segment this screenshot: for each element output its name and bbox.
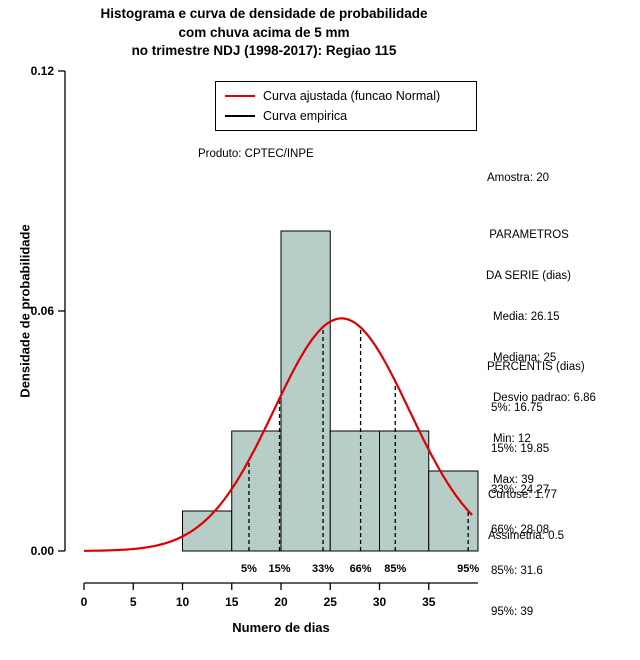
params-header-line2: DA SERIE (dias) xyxy=(486,269,571,282)
percentile-label: 66% xyxy=(350,563,372,575)
legend-label-fitted: Curva ajustada (funcao Normal) xyxy=(263,89,441,103)
histogram-bar xyxy=(231,430,282,552)
curtose-text: Curtose: 1.77 xyxy=(488,489,558,502)
chart-title-line1: Histograma e curva de densidade de proba… xyxy=(100,6,428,21)
legend-row-empirical: Curva empirica xyxy=(216,106,476,126)
param-min: Min: 12 xyxy=(493,433,531,446)
y-tick-label: 0.00 xyxy=(31,544,55,558)
params-header-line1: PARAMETROS xyxy=(486,229,569,242)
chart-title-line2: com chuva acima de 5 mm xyxy=(178,24,350,40)
density-curve xyxy=(84,317,473,552)
y-axis-label: Densidade de probabilidade xyxy=(17,224,33,398)
legend-row-fitted: Curva ajustada (funcao Normal) xyxy=(216,86,476,106)
param-mediana: Mediana: 25 xyxy=(493,351,557,364)
percentile-label: 5% xyxy=(241,563,257,575)
empirical-curve-line-icon xyxy=(225,115,255,117)
param-max: Max: 39 xyxy=(493,473,534,486)
x-tick-label: 5 xyxy=(130,595,137,609)
percentile-label: 15% xyxy=(269,563,291,575)
param-desvio-padrao: Desvio padrao: 6.86 xyxy=(493,392,596,405)
percentil-66: 66%: 28.08 xyxy=(491,524,550,537)
histogram-bar xyxy=(329,430,380,552)
chart-title: Histograma e curva de densidade de proba… xyxy=(0,5,528,61)
percentile-label: 95% xyxy=(457,563,479,575)
x-axis-label: Numero de dias xyxy=(232,620,330,635)
chart-title-line3: no trimestre NDJ (1998-2017): Regiao 115 xyxy=(131,43,397,58)
x-tick-label: 25 xyxy=(324,595,338,609)
legend-label-empirical: Curva empirica xyxy=(263,109,348,123)
product-annotation: Produto: CPTEC/INPE xyxy=(198,148,314,160)
percentil-85: 85%: 31.6 xyxy=(491,565,543,578)
percentil-95: 95%: 39 xyxy=(491,605,534,618)
percentile-label: 33% xyxy=(312,563,334,575)
sample-size-text: Amostra: 20 xyxy=(487,172,549,184)
x-tick-label: 10 xyxy=(176,595,190,609)
percentiles-block: PERCENTIS (dias) 5%: 16.75 15%: 19.85 33… xyxy=(487,334,585,633)
histogram-bar xyxy=(280,230,331,552)
percentil-33: 33%: 24.27 xyxy=(491,483,550,496)
histogram-bar xyxy=(379,430,430,552)
y-tick-label: 0.12 xyxy=(31,64,55,78)
param-media: Media: 26.15 xyxy=(493,310,560,323)
x-tick-label: 15 xyxy=(225,595,239,609)
shape-stats-block: Curtose: 1.77 Assimetria: 0.5 xyxy=(488,462,564,557)
x-tick-label: 35 xyxy=(422,595,436,609)
x-tick-label: 20 xyxy=(274,595,288,609)
x-tick-label: 30 xyxy=(373,595,387,609)
percentis-header: PERCENTIS (dias) xyxy=(487,361,585,374)
histogram-bar xyxy=(428,470,479,552)
fitted-curve-line-icon xyxy=(225,95,255,97)
x-tick-label: 0 xyxy=(81,595,88,609)
assimetria-text: Assimetria: 0.5 xyxy=(488,529,565,542)
y-tick-label: 0.06 xyxy=(31,304,55,318)
series-parameters-block: PARAMETROS DA SERIE (dias) Media: 26.15 … xyxy=(486,202,596,501)
histogram-bar xyxy=(182,510,233,552)
legend: Curva ajustada (funcao Normal) Curva emp… xyxy=(215,81,477,131)
percentil-5: 5%: 16.75 xyxy=(491,401,543,414)
percentil-15: 15%: 19.85 xyxy=(491,442,550,455)
percentile-label: 85% xyxy=(384,563,406,575)
